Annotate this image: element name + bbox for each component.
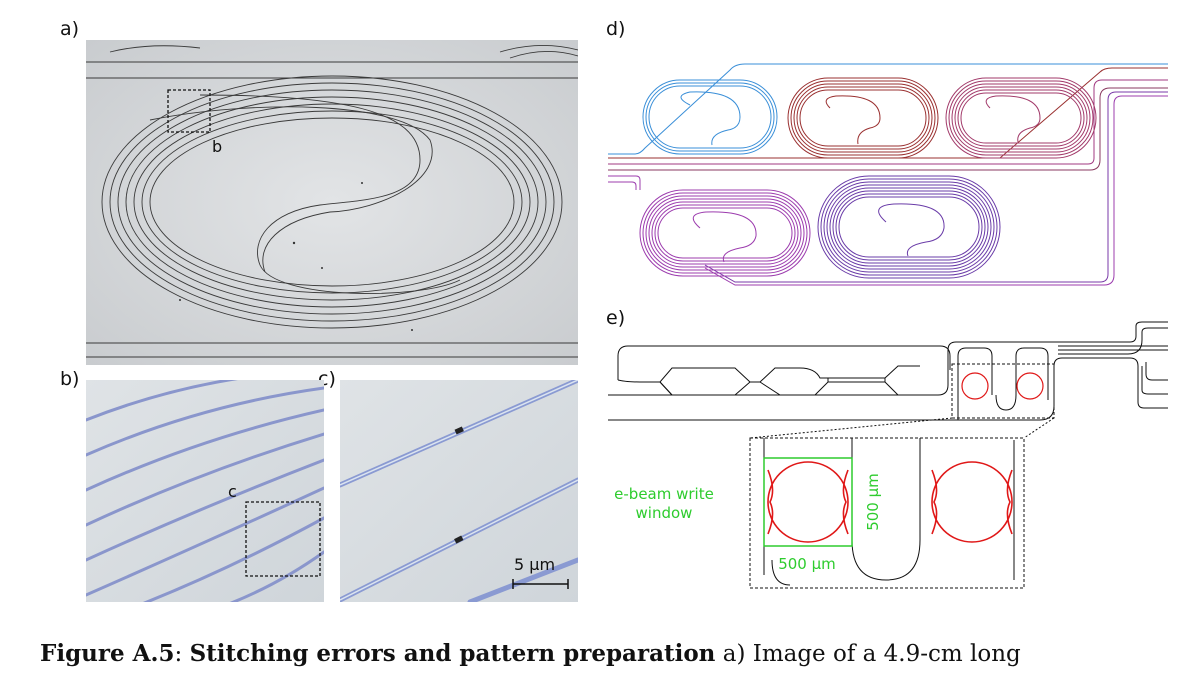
- panel-label-b: b): [60, 368, 80, 390]
- ebeam-label-line1: e-beam write: [614, 485, 714, 503]
- scale-bar-label: 5 µm: [514, 555, 555, 574]
- zoom-inset-rings: [767, 461, 1013, 543]
- ring-resonator-magenta-2: [639, 189, 811, 277]
- zoom-inset-box: [749, 437, 1025, 589]
- stitch-error-2: [454, 535, 464, 544]
- bus-blue: [608, 63, 1168, 155]
- panel-label-d: d): [606, 18, 626, 40]
- panel-b-micrograph: [86, 380, 324, 602]
- ring-resonator-violet: [817, 175, 1001, 279]
- ring-resonator-magenta-1: [945, 77, 1097, 159]
- figure-caption: Figure A.5: Stitching errors and pattern…: [40, 640, 1190, 667]
- dimension-vertical-label: 500 µm: [864, 473, 882, 531]
- caption-text: a) Image of a 4.9-cm long: [715, 641, 1021, 667]
- panel-label-a: a): [60, 18, 80, 40]
- panel-c-micrograph: [340, 380, 578, 602]
- dimension-horizontal-label: 500 µm: [778, 555, 836, 573]
- inset-label-c: c: [228, 482, 237, 501]
- panel-e-small-rings: [961, 372, 1044, 400]
- ebeam-label-line2: window: [636, 504, 693, 522]
- caption-figure-label: Figure A.5: [40, 640, 175, 667]
- zoom-source-box: [951, 363, 1055, 419]
- inset-label-b: b: [212, 137, 222, 156]
- ring-resonator-red: [787, 77, 939, 159]
- inset-box-c: [245, 501, 321, 577]
- caption-title: Stitching errors and pattern preparation: [189, 640, 716, 667]
- inset-box-b: [167, 89, 211, 133]
- panel-d-layout: [608, 63, 1168, 286]
- ebeam-write-window: [763, 457, 853, 547]
- stitch-error-1: [454, 426, 464, 435]
- panel-a-micrograph: [86, 40, 578, 365]
- panel-label-e: e): [606, 307, 626, 329]
- scale-bar: [512, 579, 569, 589]
- caption-separator: :: [174, 641, 183, 667]
- ring-resonator-blue: [642, 79, 778, 155]
- panel-e-layout: [608, 321, 1168, 589]
